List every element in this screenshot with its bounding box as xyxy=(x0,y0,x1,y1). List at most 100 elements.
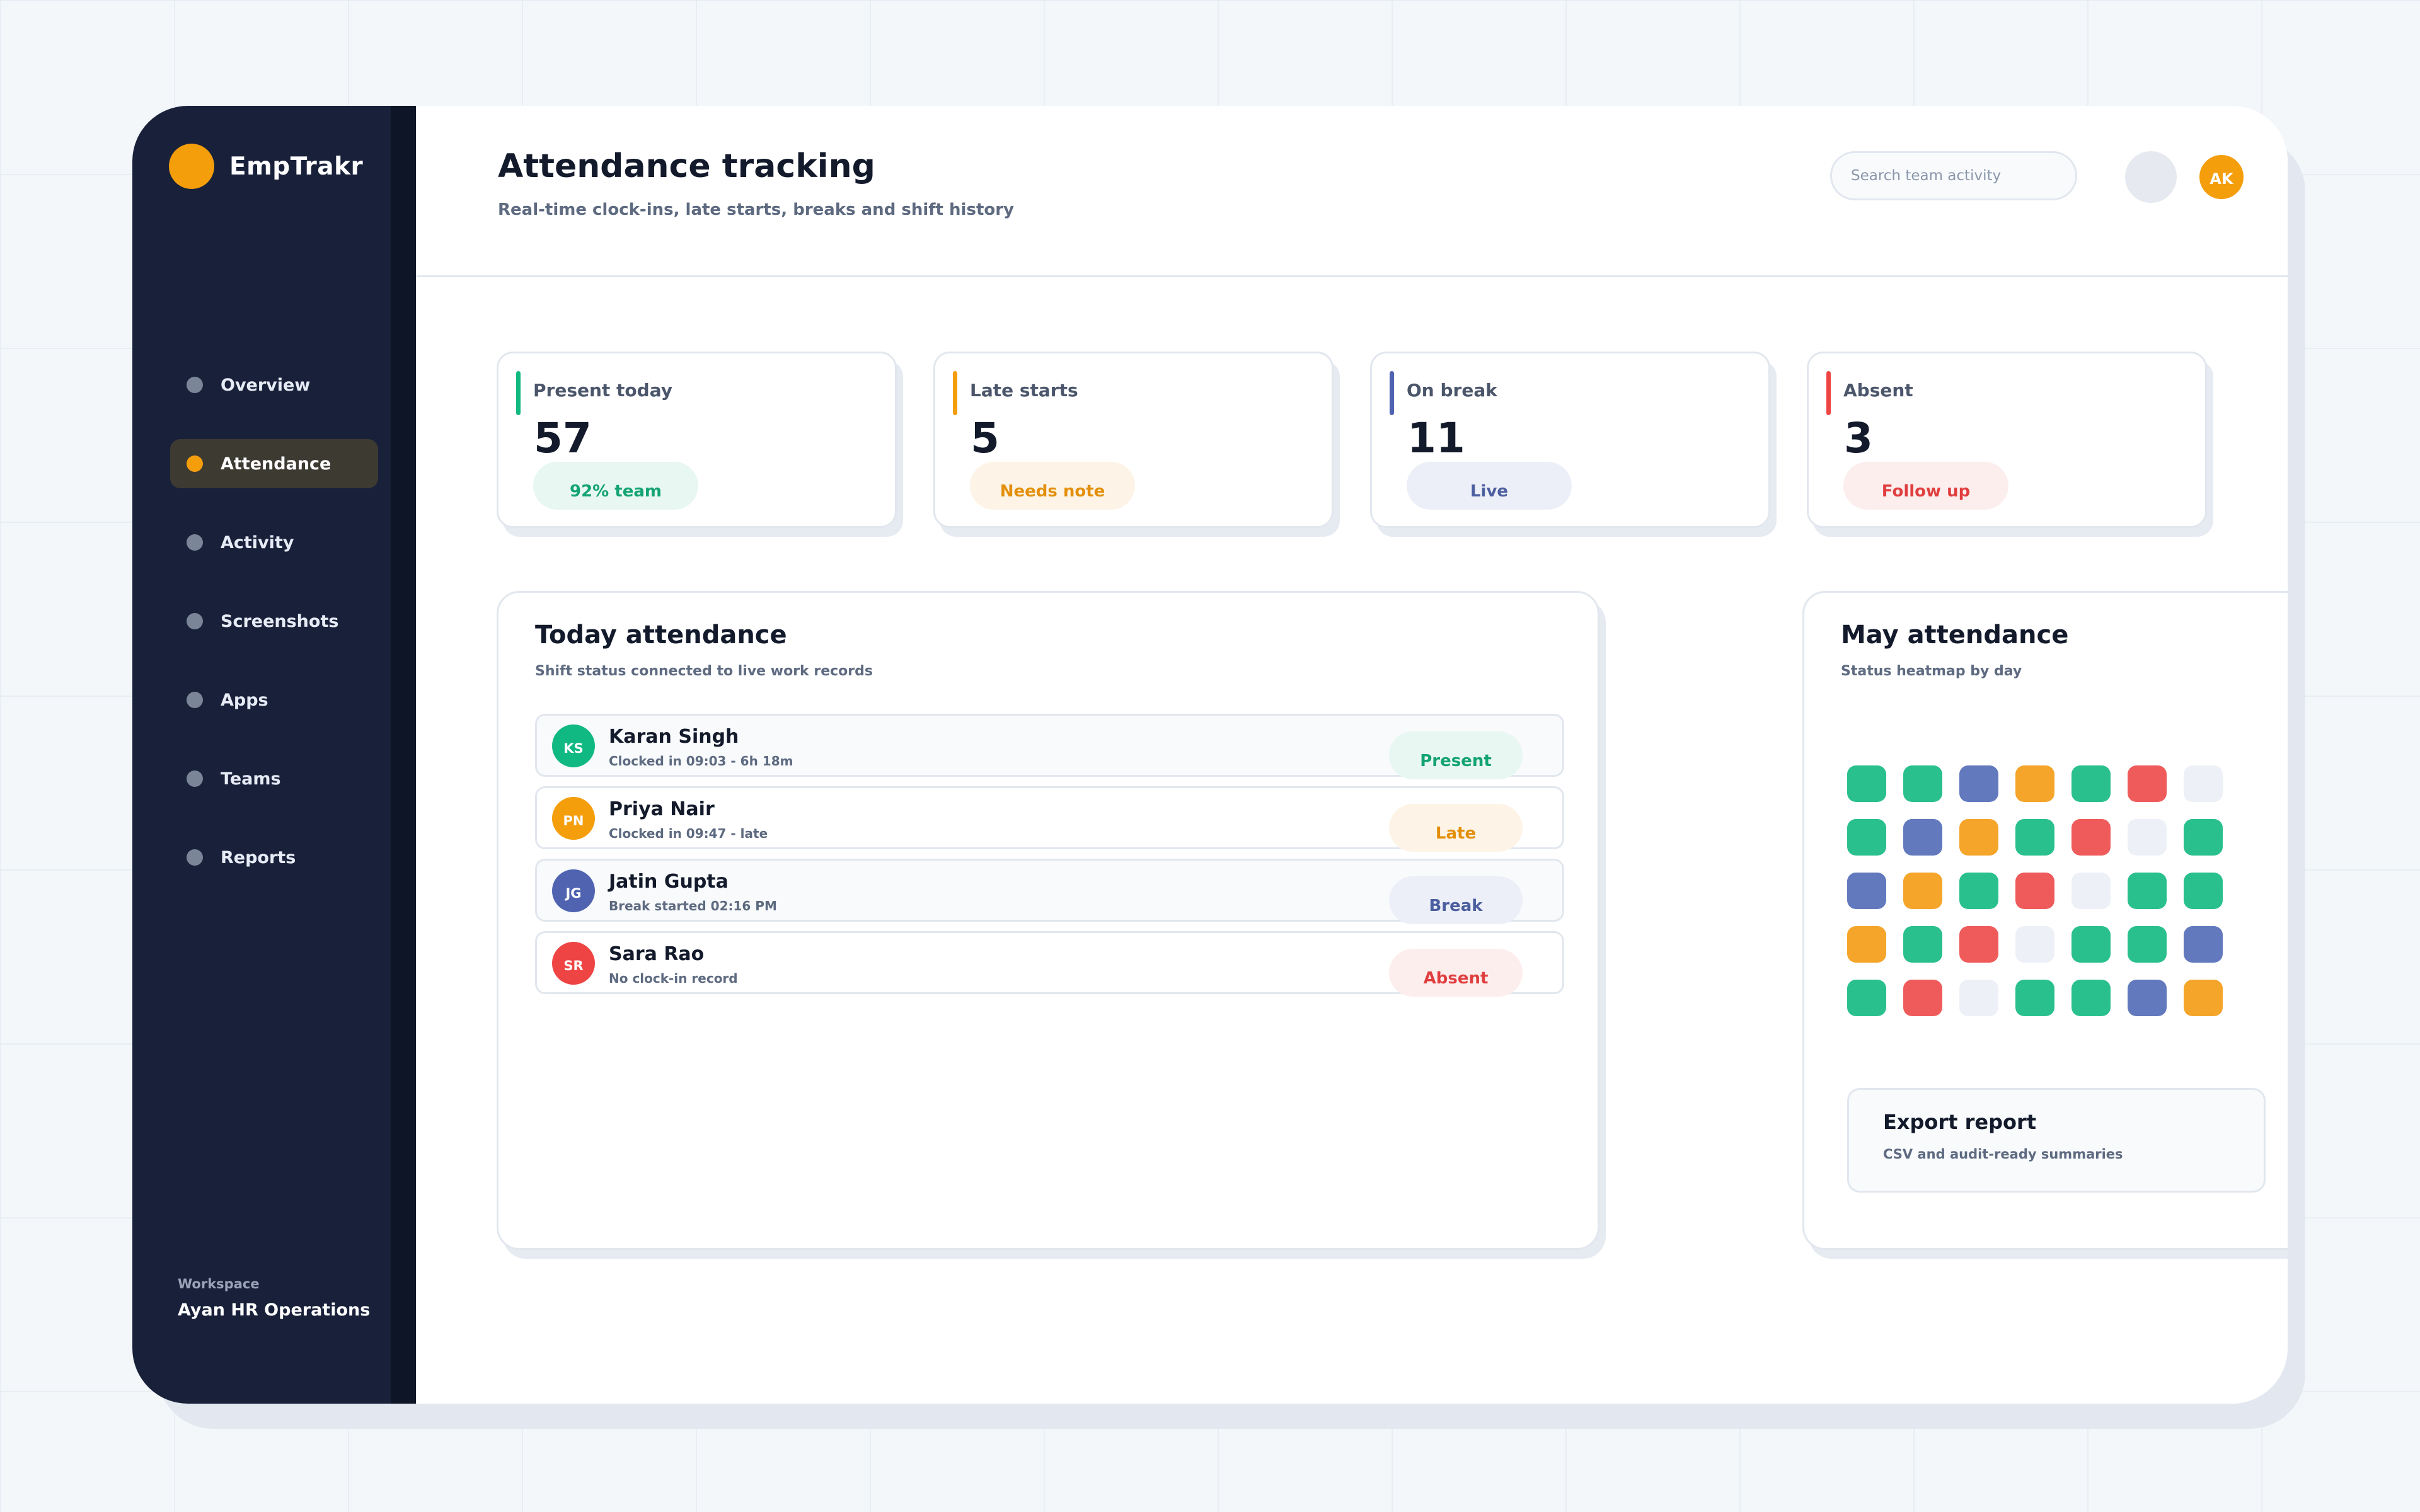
heatmap-cell[interactable] xyxy=(1903,926,1942,963)
stat-accent-bar xyxy=(1826,371,1831,415)
heatmap-cell[interactable] xyxy=(1847,765,1886,802)
sidebar-item-activity[interactable]: Activity xyxy=(170,518,378,567)
status-badge: Break xyxy=(1389,876,1523,924)
stat-cards: Present today 57 92% team Late starts 5 Needs… xyxy=(497,352,2207,528)
sidebar-item-teams[interactable]: Teams xyxy=(170,754,378,803)
heatmap-cell[interactable] xyxy=(1847,926,1886,963)
sidebar-item-reports[interactable]: Reports xyxy=(170,833,378,882)
stat-label: On break xyxy=(1407,380,1497,401)
heatmap-cell[interactable] xyxy=(2015,765,2054,802)
heatmap-cell[interactable] xyxy=(2015,926,2054,963)
heatmap-cell[interactable] xyxy=(1903,819,1942,856)
avatar: KS xyxy=(552,724,595,767)
heatmap-cell[interactable] xyxy=(1847,873,1886,909)
brand[interactable]: EmpTrakr xyxy=(169,144,363,189)
stat-label: Late starts xyxy=(970,380,1078,401)
clock-detail: No clock-in record xyxy=(609,971,738,986)
heatmap-cell[interactable] xyxy=(2184,926,2223,963)
attendance-row[interactable]: SR Sara Rao No clock-in record Absent xyxy=(535,931,1564,997)
employee-name: Karan Singh xyxy=(609,726,739,748)
attendance-row[interactable]: KS Karan Singh Clocked in 09:03 - 6h 18m Pr… xyxy=(535,714,1564,779)
app-window: EmpTrakr Overview Attendance Activity Scree… xyxy=(132,106,2288,1404)
notification-icon[interactable] xyxy=(2125,151,2177,203)
heatmap-cell[interactable] xyxy=(2128,765,2167,802)
stat-label: Present today xyxy=(533,380,672,401)
avatar: SR xyxy=(552,942,595,985)
dot-icon xyxy=(187,770,203,787)
heatmap-cell[interactable] xyxy=(1903,873,1942,909)
app-name: EmpTrakr xyxy=(229,152,364,181)
heatmap-cell[interactable] xyxy=(2184,980,2223,1016)
heatmap-cell[interactable] xyxy=(2015,980,2054,1016)
heatmap-cell[interactable] xyxy=(2128,980,2167,1016)
heatmap-cell[interactable] xyxy=(2184,873,2223,909)
status-badge: Late xyxy=(1389,804,1523,852)
export-subtitle: CSV and audit-ready summaries xyxy=(1883,1147,2123,1162)
heatmap-cell[interactable] xyxy=(2015,819,2054,856)
heatmap-cell[interactable] xyxy=(2128,819,2167,856)
dot-icon xyxy=(187,377,203,393)
heatmap-cell[interactable] xyxy=(1959,819,1998,856)
sidebar-item-label: Apps xyxy=(221,690,268,710)
stat-accent-bar xyxy=(1390,371,1394,415)
employee-name: Priya Nair xyxy=(609,798,715,820)
dot-icon xyxy=(187,692,203,708)
stat-card[interactable]: Present today 57 92% team xyxy=(497,352,897,528)
heatmap-cell[interactable] xyxy=(1847,980,1886,1016)
attendance-row[interactable]: PN Priya Nair Clocked in 09:47 - late Late xyxy=(535,786,1564,852)
stat-card[interactable]: Absent 3 Follow up xyxy=(1807,352,2207,528)
heatmap-cell[interactable] xyxy=(2071,926,2111,963)
sidebar-edge xyxy=(391,106,416,1404)
sidebar-item-label: Teams xyxy=(221,769,281,789)
user-avatar[interactable]: AK xyxy=(2199,155,2244,199)
heatmap-cell[interactable] xyxy=(2015,873,2054,909)
heatmap-cell[interactable] xyxy=(2071,819,2111,856)
heatmap-cell[interactable] xyxy=(1959,980,1998,1016)
heatmap-row xyxy=(1847,873,2223,909)
page-header: Attendance tracking Real-time clock-ins,… xyxy=(416,106,2288,277)
status-badge: Present xyxy=(1389,731,1523,779)
heatmap-cell[interactable] xyxy=(1959,873,1998,909)
search-input[interactable] xyxy=(1830,151,2077,200)
logo-icon xyxy=(169,144,214,189)
heatmap-cell[interactable] xyxy=(2071,873,2111,909)
panel-subtitle: Shift status connected to live work reco… xyxy=(535,663,873,679)
stat-card[interactable]: Late starts 5 Needs note xyxy=(933,352,1334,528)
sidebar-item-screenshots[interactable]: Screenshots xyxy=(170,597,378,646)
dot-icon xyxy=(187,455,203,472)
stat-badge: 92% team xyxy=(533,462,698,510)
dot-icon xyxy=(187,613,203,629)
today-attendance-panel: Today attendance Shift status connected … xyxy=(497,591,1599,1250)
heatmap-cell[interactable] xyxy=(1959,765,1998,802)
heatmap-cell[interactable] xyxy=(2071,765,2111,802)
may-attendance-panel: May attendance Status heatmap by day Exp… xyxy=(1802,591,2288,1250)
export-report-button[interactable]: Export report CSV and audit-ready summar… xyxy=(1847,1088,2266,1193)
heatmap-row xyxy=(1847,819,2223,856)
heatmap-cell[interactable] xyxy=(2184,819,2223,856)
avatar: PN xyxy=(552,797,595,840)
heatmap-row xyxy=(1847,765,2223,802)
heatmap-cell[interactable] xyxy=(1903,980,1942,1016)
heatmap-row xyxy=(1847,980,2223,1016)
stat-card[interactable]: On break 11 Live xyxy=(1370,352,1770,528)
attendance-row[interactable]: JG Jatin Gupta Break started 02:16 PM Break xyxy=(535,859,1564,924)
sidebar-item-apps[interactable]: Apps xyxy=(170,675,378,724)
heatmap-cell[interactable] xyxy=(2071,980,2111,1016)
employee-name: Jatin Gupta xyxy=(609,871,729,893)
heatmap-cell[interactable] xyxy=(2128,926,2167,963)
stat-accent-bar xyxy=(953,371,957,415)
stat-badge: Live xyxy=(1407,462,1572,510)
sidebar-item-overview[interactable]: Overview xyxy=(170,360,378,410)
heatmap-cell[interactable] xyxy=(2184,765,2223,802)
avatar: JG xyxy=(552,869,595,912)
stat-badge: Follow up xyxy=(1843,462,2008,510)
sidebar-item-attendance[interactable]: Attendance xyxy=(170,439,378,488)
heatmap-cell[interactable] xyxy=(1847,819,1886,856)
panel-title: Today attendance xyxy=(535,621,787,650)
stat-label: Absent xyxy=(1843,380,1913,401)
heatmap-cell[interactable] xyxy=(2128,873,2167,909)
heatmap-cell[interactable] xyxy=(1903,765,1942,802)
workspace-info[interactable]: Workspace Ayan HR Operations xyxy=(178,1276,370,1320)
heatmap-cell[interactable] xyxy=(1959,926,1998,963)
export-title: Export report xyxy=(1883,1110,2037,1134)
